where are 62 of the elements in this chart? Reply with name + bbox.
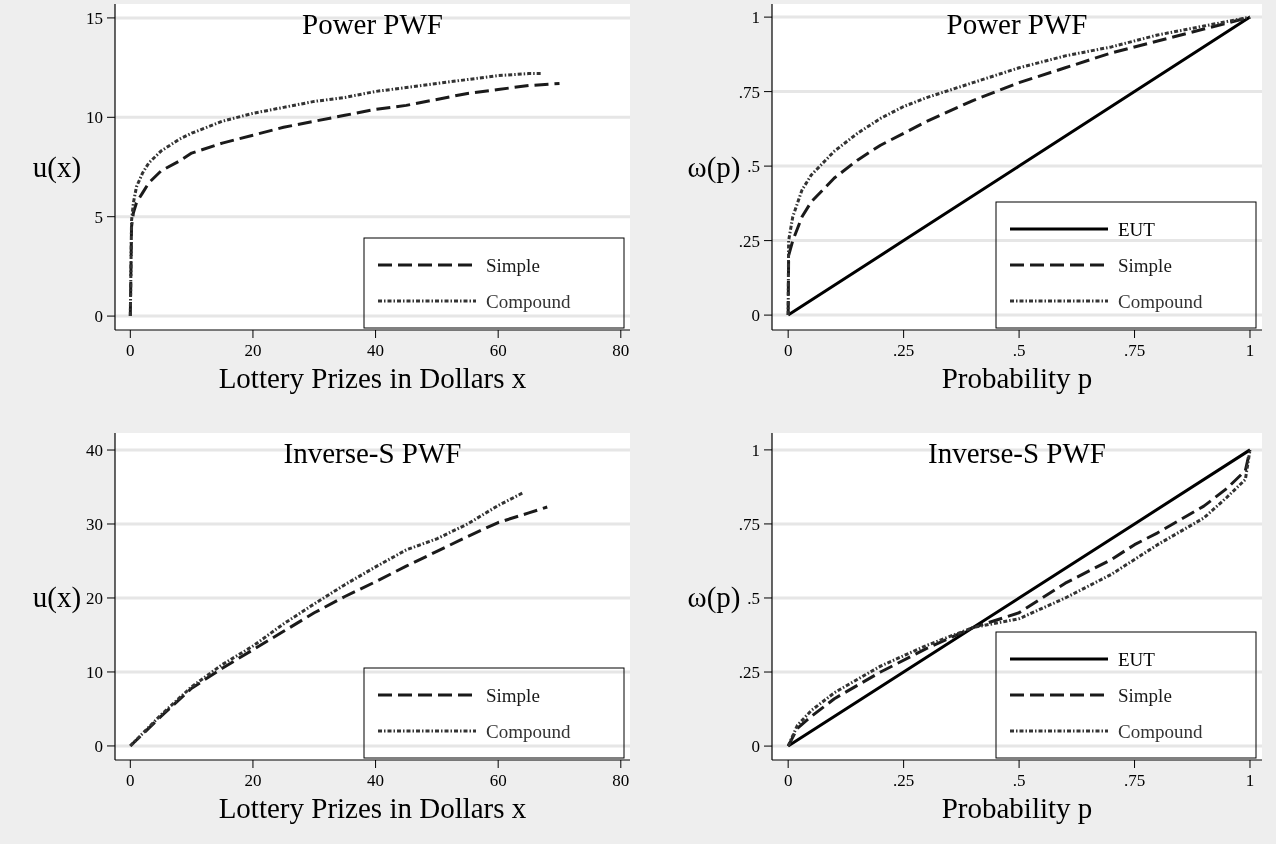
y-tick-label: 10	[86, 662, 103, 682]
x-tick-label: .25	[893, 341, 915, 360]
x-tick-label: .75	[1123, 341, 1146, 360]
y-tick-label: 30	[86, 514, 103, 534]
text: Compound	[1118, 720, 1203, 742]
y-tick-label: 10	[86, 108, 103, 128]
y-axis-title: u(x)	[32, 580, 82, 614]
y-tick-label: .25	[738, 662, 760, 682]
y-tick-label: 0	[94, 736, 103, 756]
y-tick-label: .5	[747, 588, 760, 608]
chart-title: Power PWF	[946, 8, 1088, 40]
y-tick-label: 40	[86, 440, 103, 460]
y-tick-label: .25	[738, 231, 760, 251]
y-tick-label: 5	[94, 207, 103, 227]
y-tick-label: 1	[751, 440, 760, 460]
x-tick-label: 80	[612, 341, 630, 360]
text: Simple	[486, 254, 540, 276]
y-axis-title: ω(p)	[687, 151, 741, 185]
y-tick-label: 0	[751, 737, 760, 757]
x-tick-label: 40	[367, 771, 385, 790]
y-tick-label: 0	[751, 306, 760, 326]
line-series	[786, 15, 1252, 317]
x-tick-label: .5	[1012, 771, 1026, 790]
y-tick-label: .75	[738, 82, 760, 102]
y-axis-title: u(x)	[32, 151, 82, 185]
text: Simple	[1118, 684, 1172, 706]
y-axis-title: ω(p)	[687, 580, 741, 614]
x-tick-label: 1	[1245, 771, 1255, 790]
x-tick-label: 0	[126, 771, 135, 790]
text: Simple	[486, 684, 540, 706]
text: Compound	[486, 290, 571, 312]
text: Compound	[486, 720, 571, 742]
x-tick-label: 0	[783, 771, 793, 790]
text: Compound	[1118, 290, 1203, 312]
x-axis-title: Probability p	[941, 792, 1093, 824]
x-tick-label: .75	[1123, 771, 1146, 790]
y-tick-label: .75	[738, 514, 760, 534]
x-tick-label: 20	[244, 771, 262, 790]
x-tick-label: 0	[126, 341, 135, 360]
chart-title: Power PWF	[302, 8, 443, 40]
x-tick-label: 0	[783, 341, 793, 360]
y-tick-label: .5	[747, 157, 760, 177]
x-axis-title: Probability p	[941, 362, 1093, 394]
y-tick-label: 15	[86, 8, 103, 28]
text: EUT	[1118, 218, 1156, 240]
y-tick-label: 20	[86, 588, 103, 608]
x-axis-title: Lottery Prizes in Dollars x	[218, 792, 527, 824]
x-tick-label: 60	[489, 341, 507, 360]
text: Simple	[1118, 254, 1172, 276]
x-tick-label: 60	[489, 771, 507, 790]
x-tick-label: 20	[244, 341, 262, 360]
x-tick-label: 40	[367, 341, 385, 360]
x-tick-label: 1	[1245, 341, 1255, 360]
y-tick-label: 0	[94, 307, 103, 327]
x-tick-label: 80	[612, 771, 630, 790]
x-tick-label: .5	[1012, 341, 1026, 360]
y-tick-label: 1	[751, 8, 760, 28]
x-axis-title: Lottery Prizes in Dollars x	[218, 362, 527, 394]
chart-title: Inverse-S PWF	[283, 437, 462, 469]
text: EUT	[1118, 648, 1156, 670]
x-tick-label: .25	[893, 771, 915, 790]
chart-title: Inverse-S PWF	[927, 437, 1107, 469]
